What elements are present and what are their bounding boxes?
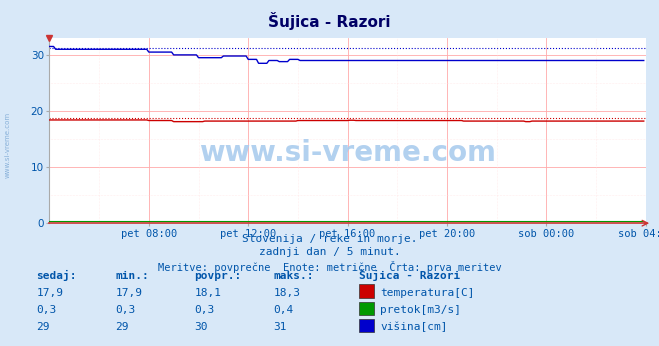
Text: 18,3: 18,3 (273, 288, 301, 298)
Text: 0,4: 0,4 (273, 305, 294, 315)
Text: min.:: min.: (115, 271, 149, 281)
Text: 17,9: 17,9 (115, 288, 142, 298)
Text: 0,3: 0,3 (115, 305, 136, 315)
Text: zadnji dan / 5 minut.: zadnji dan / 5 minut. (258, 247, 401, 257)
Text: 0,3: 0,3 (36, 305, 57, 315)
Text: maks.:: maks.: (273, 271, 314, 281)
Text: temperatura[C]: temperatura[C] (380, 288, 474, 298)
Text: Šujica - Razori: Šujica - Razori (268, 12, 391, 30)
Text: povpr.:: povpr.: (194, 271, 242, 281)
Text: 30: 30 (194, 322, 208, 333)
Text: višina[cm]: višina[cm] (380, 322, 447, 333)
Text: pretok[m3/s]: pretok[m3/s] (380, 305, 461, 315)
Text: Šujica - Razori: Šujica - Razori (359, 268, 461, 281)
Text: Slovenija / reke in morje.: Slovenija / reke in morje. (242, 234, 417, 244)
Text: 18,1: 18,1 (194, 288, 221, 298)
Text: 0,3: 0,3 (194, 305, 215, 315)
Text: 29: 29 (36, 322, 49, 333)
Text: www.si-vreme.com: www.si-vreme.com (5, 112, 11, 179)
Text: 31: 31 (273, 322, 287, 333)
Text: Meritve: povprečne  Enote: metrične  Črta: prva meritev: Meritve: povprečne Enote: metrične Črta:… (158, 261, 501, 273)
Text: www.si-vreme.com: www.si-vreme.com (199, 139, 496, 167)
Text: 29: 29 (115, 322, 129, 333)
Text: 17,9: 17,9 (36, 288, 63, 298)
Text: sedaj:: sedaj: (36, 270, 76, 281)
